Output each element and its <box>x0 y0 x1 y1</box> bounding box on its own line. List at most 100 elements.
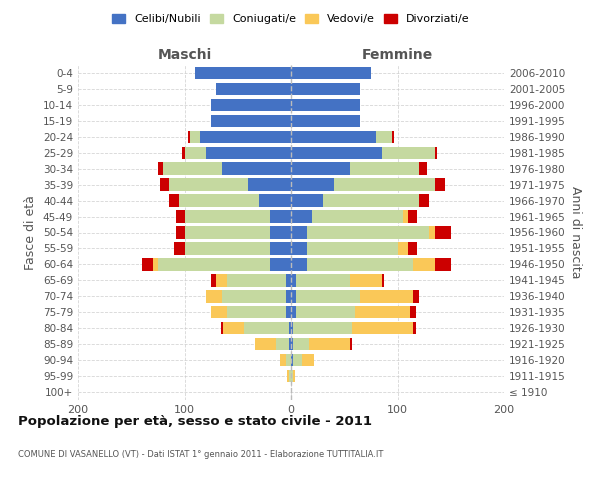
Bar <box>185 146 206 159</box>
Bar <box>217 82 291 95</box>
Bar <box>176 226 185 238</box>
Bar <box>296 274 350 286</box>
Bar <box>223 322 244 334</box>
Bar <box>291 146 382 159</box>
Bar <box>291 338 293 350</box>
Bar <box>419 162 427 175</box>
Bar <box>174 242 185 254</box>
Bar <box>270 210 291 223</box>
Text: Popolazione per età, sesso e stato civile - 2011: Popolazione per età, sesso e stato civil… <box>18 415 372 428</box>
Bar <box>158 162 163 175</box>
Bar <box>334 178 435 191</box>
Bar <box>291 130 376 143</box>
Bar <box>307 258 413 270</box>
Bar <box>291 162 350 175</box>
Bar <box>200 130 291 143</box>
Bar <box>291 226 307 238</box>
Bar <box>360 290 413 302</box>
Bar <box>169 178 248 191</box>
Bar <box>222 290 286 302</box>
Bar <box>289 370 291 382</box>
Bar <box>352 322 413 334</box>
Bar <box>350 338 352 350</box>
Legend: Celibi/Nubili, Coniugati/e, Vedovi/e, Divorziati/e: Celibi/Nubili, Coniugati/e, Vedovi/e, Di… <box>109 10 473 28</box>
Bar <box>291 67 371 79</box>
Bar <box>309 338 350 350</box>
Bar <box>206 290 222 302</box>
Bar <box>291 178 334 191</box>
Bar <box>291 210 313 223</box>
Bar <box>291 354 293 366</box>
Bar <box>211 98 291 111</box>
Bar <box>350 162 419 175</box>
Bar <box>403 210 408 223</box>
Bar <box>286 290 291 302</box>
Bar <box>408 242 416 254</box>
Bar <box>392 130 394 143</box>
Bar <box>307 226 430 238</box>
Bar <box>287 370 289 382</box>
Bar <box>291 114 360 127</box>
Bar <box>185 226 270 238</box>
Bar <box>413 258 435 270</box>
Bar <box>163 162 222 175</box>
Bar <box>289 338 291 350</box>
Bar <box>244 322 289 334</box>
Bar <box>270 226 291 238</box>
Bar <box>142 258 152 270</box>
Bar <box>152 258 158 270</box>
Bar <box>398 242 408 254</box>
Bar <box>291 322 293 334</box>
Bar <box>195 67 291 79</box>
Bar <box>313 210 403 223</box>
Bar <box>296 306 355 318</box>
Bar <box>211 114 291 127</box>
Bar <box>293 338 309 350</box>
Bar <box>355 306 410 318</box>
Bar <box>176 210 185 223</box>
Bar <box>435 146 437 159</box>
Bar <box>435 258 451 270</box>
Bar <box>410 306 416 318</box>
Y-axis label: Anni di nascita: Anni di nascita <box>569 186 582 279</box>
Bar <box>221 322 223 334</box>
Bar <box>211 306 227 318</box>
Bar <box>217 274 227 286</box>
Bar <box>291 274 296 286</box>
Bar <box>185 242 270 254</box>
Bar <box>291 306 296 318</box>
Bar <box>430 226 435 238</box>
Bar <box>413 290 419 302</box>
Bar <box>169 194 179 207</box>
Bar <box>276 338 289 350</box>
Bar <box>382 274 383 286</box>
Bar <box>435 226 451 238</box>
Bar <box>255 338 276 350</box>
Bar <box>291 98 360 111</box>
Text: Femmine: Femmine <box>362 48 433 62</box>
Bar <box>185 210 270 223</box>
Bar <box>293 370 295 382</box>
Bar <box>307 242 398 254</box>
Bar <box>182 146 185 159</box>
Bar <box>206 146 291 159</box>
Bar <box>408 210 416 223</box>
Bar <box>227 274 286 286</box>
Bar <box>286 354 291 366</box>
Bar <box>248 178 291 191</box>
Bar <box>291 242 307 254</box>
Bar <box>382 146 435 159</box>
Bar <box>413 322 416 334</box>
Bar <box>291 194 323 207</box>
Text: COMUNE DI VASANELLO (VT) - Dati ISTAT 1° gennaio 2011 - Elaborazione TUTTITALIA.: COMUNE DI VASANELLO (VT) - Dati ISTAT 1°… <box>18 450 383 459</box>
Bar <box>270 242 291 254</box>
Bar <box>291 370 293 382</box>
Bar <box>419 194 430 207</box>
Bar <box>289 322 291 334</box>
Bar <box>350 274 382 286</box>
Bar <box>291 290 296 302</box>
Bar <box>158 258 270 270</box>
Bar <box>227 306 286 318</box>
Bar <box>211 274 217 286</box>
Bar <box>376 130 392 143</box>
